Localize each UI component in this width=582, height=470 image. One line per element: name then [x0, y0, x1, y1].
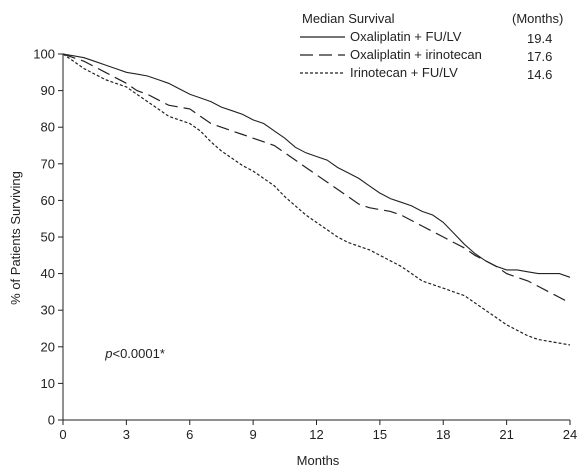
x-tick-label: 0 [59, 427, 66, 442]
y-tick-label: 60 [41, 193, 55, 208]
y-axis-label: % of Patients Surviving [8, 171, 23, 305]
legend-entries: Oxaliplatin + FU/LV 19.4 Oxaliplatin + iri… [300, 29, 552, 82]
legend-median-value: 19.4 [527, 31, 552, 46]
x-tick-label: 12 [309, 427, 323, 442]
y-tick-label: 10 [41, 376, 55, 391]
x-tick-label: 15 [373, 427, 387, 442]
y-axis-ticks: 0 10 20 30 40 50 60 70 80 90 100 [33, 47, 63, 428]
y-tick-label: 40 [41, 266, 55, 281]
y-tick-label: 30 [41, 303, 55, 318]
y-tick-label: 50 [41, 230, 55, 245]
series-line-1 [62, 53, 571, 278]
x-tick-label: 9 [250, 427, 257, 442]
legend-entry-label: Oxaliplatin + irinotecan [350, 47, 482, 62]
series-line-3 [62, 53, 571, 346]
x-tick-label: 3 [123, 427, 130, 442]
series-line-2 [62, 53, 571, 304]
legend-title: Median Survival [302, 11, 395, 26]
legend-median-value: 14.6 [527, 67, 552, 82]
x-axis-ticks: 0 3 6 9 12 15 18 21 24 [59, 420, 577, 442]
y-tick-label: 100 [33, 47, 55, 62]
series-lines [62, 53, 571, 346]
p-value-letter: p [104, 346, 112, 361]
x-tick-label: 6 [186, 427, 193, 442]
legend-entry-label: Oxaliplatin + FU/LV [350, 29, 462, 44]
x-tick-label: 24 [563, 427, 577, 442]
legend-entry-label: Irinotecan + FU/LV [350, 65, 458, 80]
legend-value-header: (Months) [512, 11, 563, 26]
y-tick-label: 20 [41, 339, 55, 354]
legend: Median Survival (Months) Oxaliplatin + F… [300, 11, 563, 82]
y-tick-label: 70 [41, 156, 55, 171]
p-value-annotation: p<0.0001* [104, 346, 165, 361]
x-axis-label: Months [297, 453, 340, 468]
x-tick-label: 18 [436, 427, 450, 442]
y-tick-label: 0 [48, 413, 55, 428]
y-tick-label: 80 [41, 120, 55, 135]
y-tick-label: 90 [41, 83, 55, 98]
legend-median-value: 17.6 [527, 49, 552, 64]
p-value-text: <0.0001* [112, 346, 164, 361]
x-tick-label: 21 [499, 427, 513, 442]
